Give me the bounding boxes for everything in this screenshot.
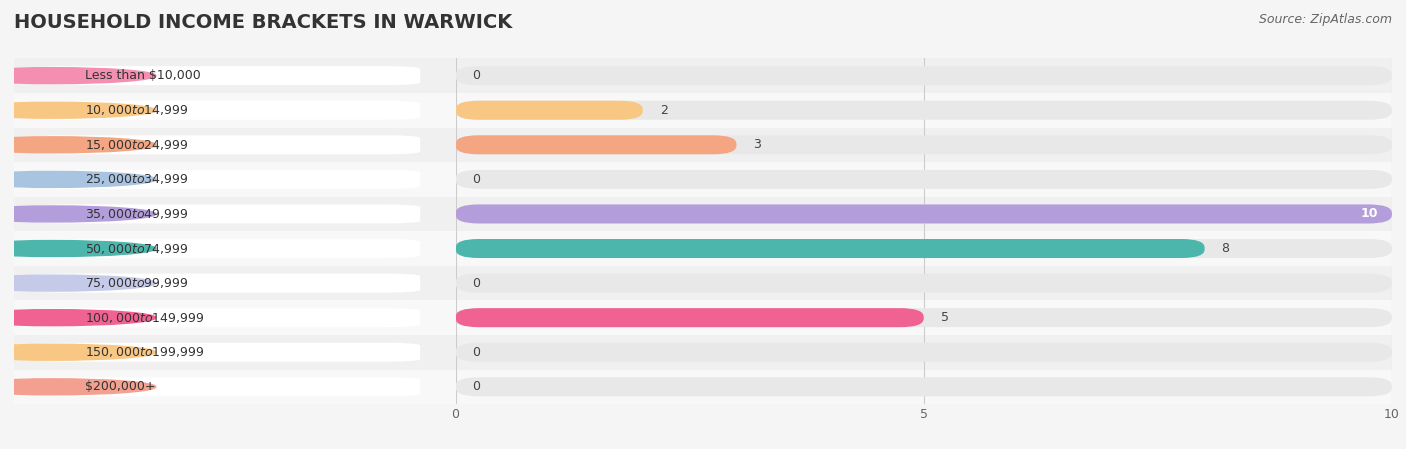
Circle shape bbox=[0, 344, 156, 360]
FancyBboxPatch shape bbox=[32, 377, 420, 396]
FancyBboxPatch shape bbox=[456, 308, 924, 327]
Bar bbox=[456, 58, 1392, 93]
Text: 2: 2 bbox=[659, 104, 668, 117]
FancyBboxPatch shape bbox=[456, 204, 1392, 224]
FancyBboxPatch shape bbox=[32, 101, 420, 120]
Circle shape bbox=[0, 172, 156, 187]
FancyBboxPatch shape bbox=[456, 135, 1392, 154]
FancyBboxPatch shape bbox=[456, 204, 1392, 224]
Bar bbox=[14, 58, 456, 93]
FancyBboxPatch shape bbox=[32, 239, 420, 258]
Circle shape bbox=[0, 241, 156, 256]
Text: 5: 5 bbox=[941, 311, 949, 324]
FancyBboxPatch shape bbox=[456, 273, 1392, 293]
Text: 10: 10 bbox=[1361, 207, 1378, 220]
Text: 0: 0 bbox=[472, 346, 481, 359]
Bar bbox=[456, 300, 1392, 335]
FancyBboxPatch shape bbox=[456, 239, 1205, 258]
Bar bbox=[456, 231, 1392, 266]
FancyBboxPatch shape bbox=[32, 135, 420, 154]
FancyBboxPatch shape bbox=[32, 204, 420, 224]
Text: 0: 0 bbox=[472, 277, 481, 290]
Text: 0: 0 bbox=[472, 173, 481, 186]
FancyBboxPatch shape bbox=[456, 101, 643, 120]
FancyBboxPatch shape bbox=[456, 66, 1392, 85]
Text: $10,000 to $14,999: $10,000 to $14,999 bbox=[84, 103, 188, 117]
Bar bbox=[14, 231, 456, 266]
Bar bbox=[456, 128, 1392, 162]
Text: Source: ZipAtlas.com: Source: ZipAtlas.com bbox=[1258, 13, 1392, 26]
Text: $25,000 to $34,999: $25,000 to $34,999 bbox=[84, 172, 188, 186]
Text: 0: 0 bbox=[472, 69, 481, 82]
Circle shape bbox=[0, 102, 156, 118]
Bar bbox=[14, 370, 456, 404]
Circle shape bbox=[0, 379, 156, 395]
Bar bbox=[14, 266, 456, 300]
FancyBboxPatch shape bbox=[32, 273, 420, 293]
FancyBboxPatch shape bbox=[456, 308, 1392, 327]
Text: $50,000 to $74,999: $50,000 to $74,999 bbox=[84, 242, 188, 255]
Bar bbox=[14, 300, 456, 335]
Text: 8: 8 bbox=[1222, 242, 1229, 255]
Text: Less than $10,000: Less than $10,000 bbox=[84, 69, 201, 82]
FancyBboxPatch shape bbox=[456, 135, 737, 154]
Text: $75,000 to $99,999: $75,000 to $99,999 bbox=[84, 276, 188, 290]
Bar bbox=[456, 335, 1392, 370]
FancyBboxPatch shape bbox=[456, 377, 1392, 396]
Circle shape bbox=[0, 275, 156, 291]
FancyBboxPatch shape bbox=[456, 101, 1392, 120]
Text: $15,000 to $24,999: $15,000 to $24,999 bbox=[84, 138, 188, 152]
Bar bbox=[14, 93, 456, 128]
Bar bbox=[456, 197, 1392, 231]
Circle shape bbox=[0, 137, 156, 153]
FancyBboxPatch shape bbox=[32, 308, 420, 327]
Bar bbox=[456, 93, 1392, 128]
Bar bbox=[456, 162, 1392, 197]
Bar bbox=[14, 128, 456, 162]
Bar bbox=[14, 197, 456, 231]
Text: 3: 3 bbox=[754, 138, 761, 151]
Text: 0: 0 bbox=[472, 380, 481, 393]
FancyBboxPatch shape bbox=[456, 343, 1392, 362]
Bar bbox=[456, 370, 1392, 404]
Circle shape bbox=[0, 206, 156, 222]
Circle shape bbox=[0, 68, 156, 84]
FancyBboxPatch shape bbox=[32, 170, 420, 189]
Bar bbox=[14, 162, 456, 197]
FancyBboxPatch shape bbox=[32, 343, 420, 362]
Circle shape bbox=[0, 310, 156, 326]
Text: $100,000 to $149,999: $100,000 to $149,999 bbox=[84, 311, 204, 325]
FancyBboxPatch shape bbox=[32, 66, 420, 85]
Bar bbox=[14, 335, 456, 370]
Text: HOUSEHOLD INCOME BRACKETS IN WARWICK: HOUSEHOLD INCOME BRACKETS IN WARWICK bbox=[14, 13, 512, 32]
Text: $200,000+: $200,000+ bbox=[84, 380, 155, 393]
Bar bbox=[456, 266, 1392, 300]
Text: $35,000 to $49,999: $35,000 to $49,999 bbox=[84, 207, 188, 221]
Text: $150,000 to $199,999: $150,000 to $199,999 bbox=[84, 345, 204, 359]
FancyBboxPatch shape bbox=[456, 170, 1392, 189]
FancyBboxPatch shape bbox=[456, 239, 1392, 258]
